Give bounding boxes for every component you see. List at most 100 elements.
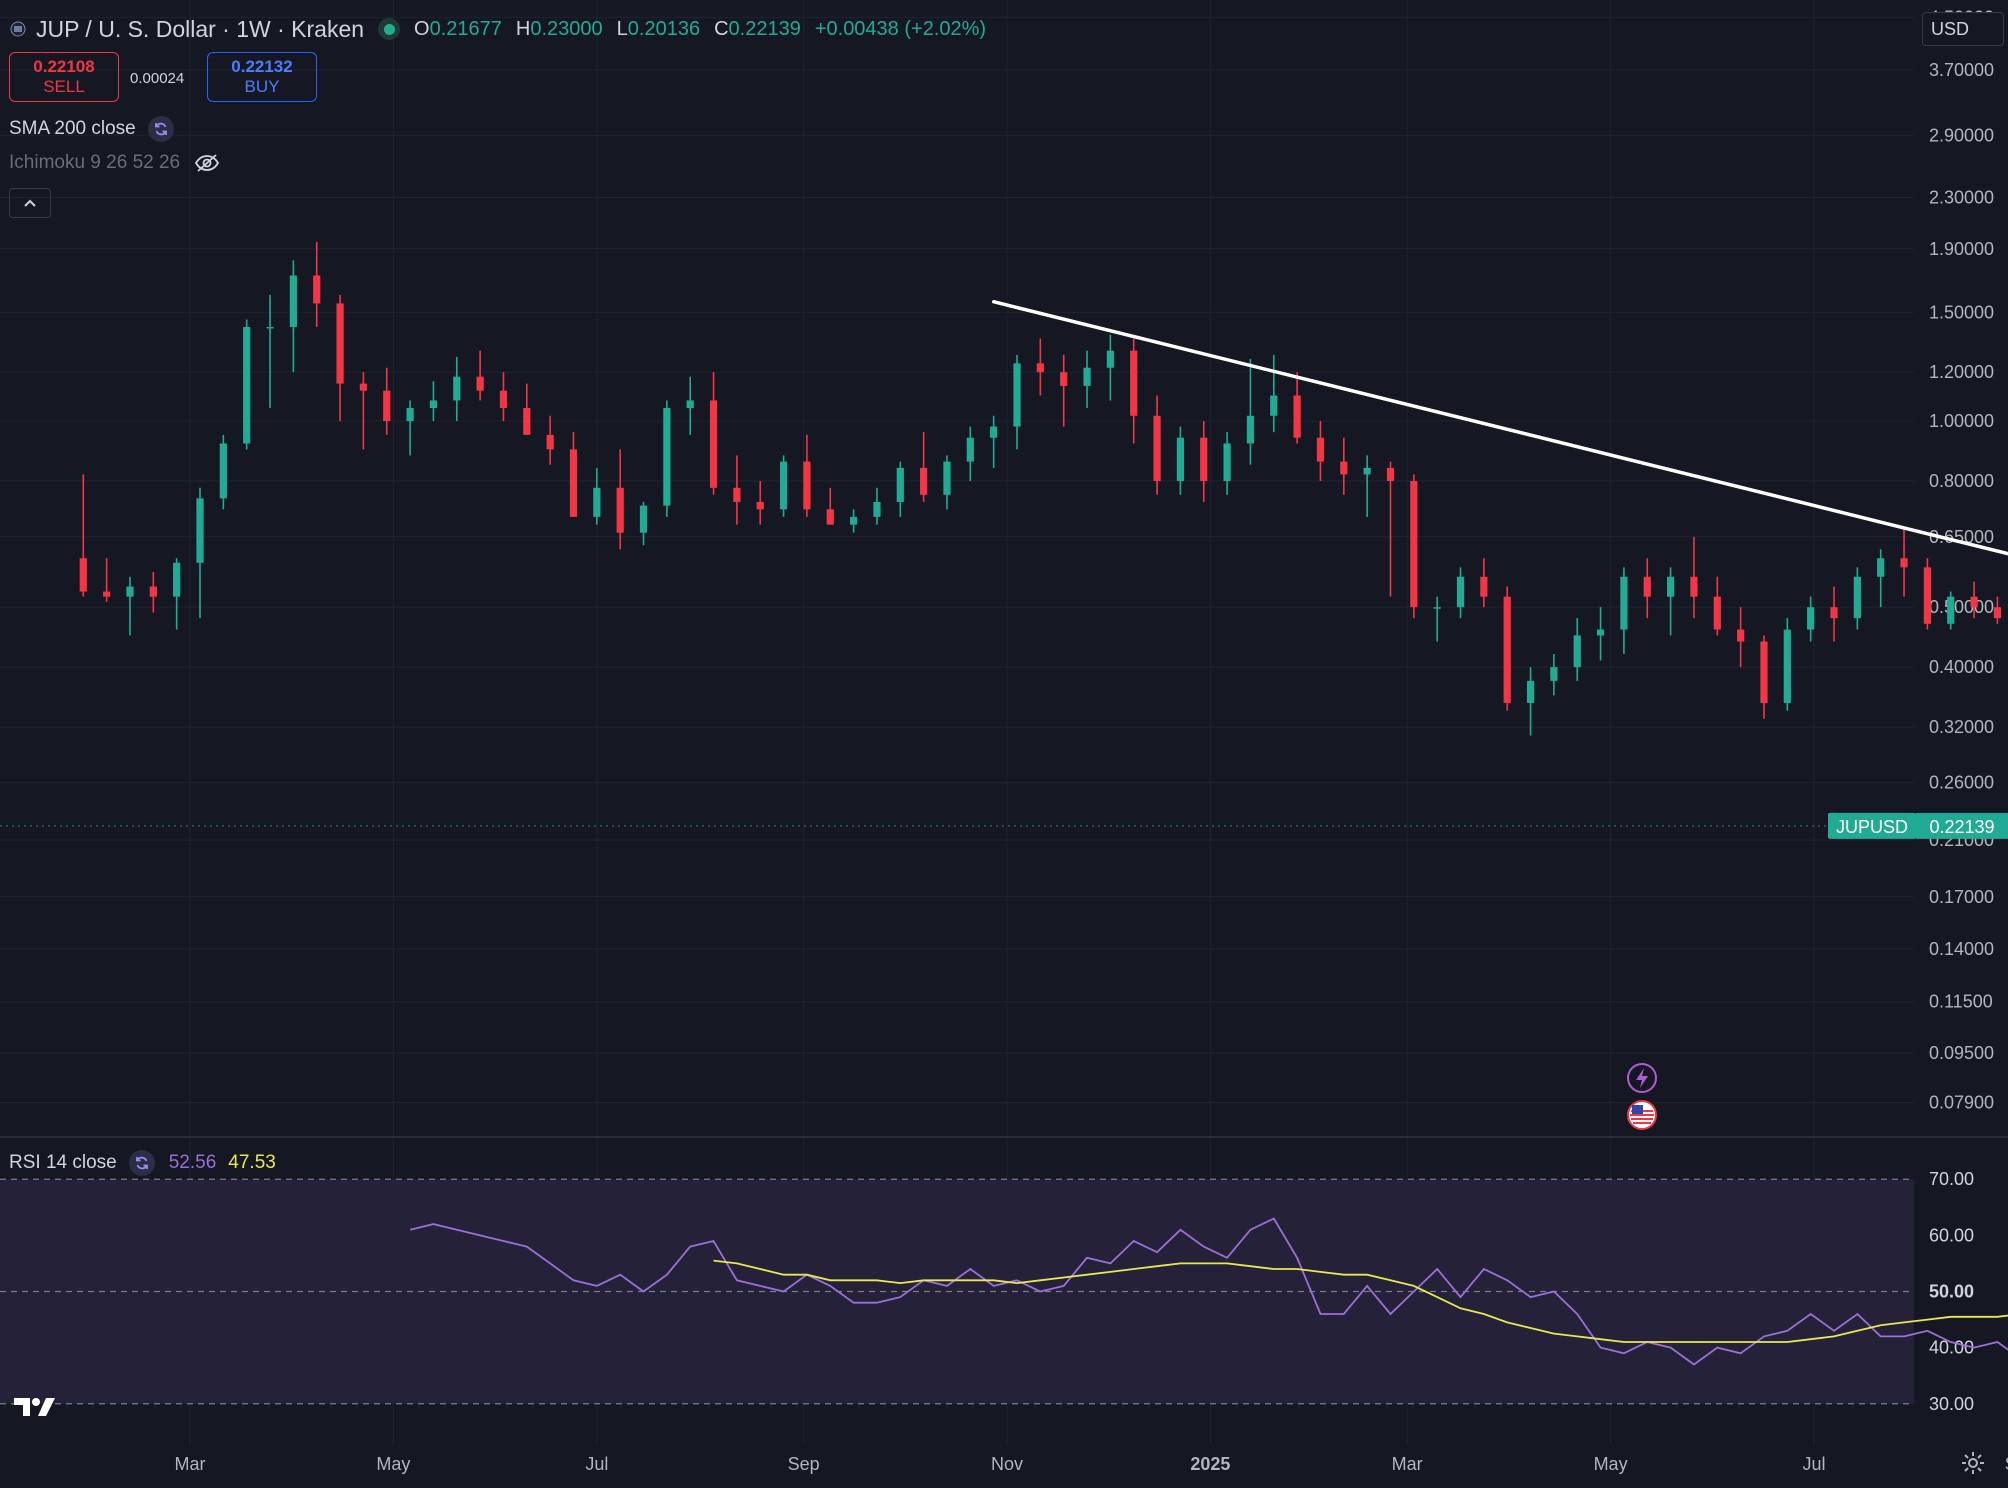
- candle-body: [826, 509, 834, 525]
- candle-body: [1176, 437, 1185, 482]
- candle-body: [733, 487, 741, 502]
- candle-body: [1923, 567, 1931, 624]
- time-tick-label: Mar: [1392, 1454, 1423, 1474]
- candle-body: [196, 498, 204, 563]
- time-tick-label: May: [1594, 1454, 1628, 1474]
- time-tick-label: Nov: [991, 1454, 1023, 1474]
- time-axis: MarMayJulSepNov2025MarMayJulSepNov2026Ma…: [175, 1454, 2008, 1474]
- buy-button[interactable]: 0.22132 BUY: [207, 52, 317, 102]
- refresh-icon[interactable]: [147, 116, 174, 142]
- candle-body: [383, 390, 391, 422]
- candle-body: [1503, 596, 1511, 703]
- candle-body: [313, 275, 321, 304]
- candle-body: [1363, 467, 1371, 475]
- collapse-legend-button[interactable]: [9, 188, 51, 218]
- spread-value: 0.00024: [130, 70, 185, 87]
- rsi-tick-label: 40.00: [1929, 1338, 1974, 1358]
- rsi-tick-label: 60.00: [1929, 1225, 1974, 1245]
- price-tick-label: 0.40000: [1929, 657, 1994, 677]
- trendline: [991, 299, 2008, 556]
- ichimoku-legend[interactable]: Ichimoku 9 26 52 26: [9, 152, 220, 174]
- candle-body: [896, 467, 904, 502]
- chart-header: JUP / U. S. Dollar · 1W · Kraken O0.2167…: [10, 14, 1000, 44]
- candle-body: [126, 586, 134, 597]
- price-tick-label: 0.80000: [1929, 471, 1994, 491]
- price-tick-label: 1.20000: [1929, 362, 1994, 382]
- price-tick-label: 1.50000: [1929, 302, 1994, 322]
- candle-body: [663, 408, 671, 506]
- sell-button[interactable]: 0.22108 SELL: [9, 52, 119, 102]
- candle-body: [1853, 576, 1861, 619]
- rsi-ma-value: 47.53: [228, 1152, 276, 1173]
- buy-label: BUY: [244, 77, 280, 96]
- sma-legend[interactable]: SMA 200 close: [9, 116, 174, 142]
- currency-button[interactable]: USD: [1922, 12, 2004, 46]
- symbol-title[interactable]: JUP / U. S. Dollar · 1W · Kraken: [36, 15, 365, 42]
- candle-body: [1456, 576, 1465, 608]
- candle-body: [1036, 363, 1044, 373]
- candle-body: [1713, 596, 1721, 630]
- candle-body: [1900, 558, 1908, 568]
- candle-body: [1993, 607, 2002, 619]
- candle-body: [616, 487, 624, 533]
- price-tag-value: 0.22139: [1929, 817, 1994, 837]
- rsi-ma-line: [713, 1259, 2008, 1343]
- sma-label: SMA 200 close: [9, 118, 136, 139]
- lightning-icon[interactable]: [1626, 1062, 1658, 1094]
- price-tick-label: 0.07900: [1929, 1093, 1994, 1113]
- eye-off-icon[interactable]: [194, 153, 220, 173]
- buy-price: 0.22132: [231, 57, 293, 76]
- gear-icon[interactable]: [1960, 1450, 1986, 1476]
- candle-body: [1877, 558, 1885, 577]
- candle-body: [779, 461, 788, 510]
- price-tick-label: 0.17000: [1929, 887, 1994, 907]
- candle-body: [1270, 395, 1278, 416]
- candle-body: [1620, 576, 1628, 630]
- candle-body: [850, 516, 858, 525]
- symbol-icon: [10, 21, 26, 37]
- candle-body: [1200, 437, 1208, 482]
- price-tick-label: 0.26000: [1929, 773, 1994, 793]
- candle-body: [289, 275, 297, 327]
- price-tick-label: 0.11500: [1929, 992, 1993, 1012]
- candle-body: [1970, 596, 1978, 608]
- candle-body: [359, 383, 368, 391]
- candle-body: [1573, 635, 1581, 668]
- candle-body: [1526, 680, 1535, 703]
- candle-body: [593, 487, 601, 517]
- candle-body: [1480, 576, 1488, 597]
- candle-body: [1060, 372, 1068, 386]
- candle-body: [1830, 607, 1838, 619]
- candle-body: [1947, 596, 1955, 624]
- low-label: L: [616, 17, 628, 40]
- candle-body: [266, 326, 274, 329]
- candle-body: [1643, 576, 1651, 597]
- price-tick-label: 0.32000: [1929, 717, 1994, 737]
- candle-body: [523, 408, 531, 435]
- candle-body: [79, 558, 87, 592]
- price-tag-value-bg: [1916, 812, 2008, 839]
- us-flag-icon[interactable]: [1626, 1099, 1658, 1131]
- price-tick-label: 0.50000: [1929, 597, 1994, 617]
- rsi-legend[interactable]: RSI 14 close 52.56 47.53: [9, 1150, 276, 1176]
- refresh-icon[interactable]: [128, 1150, 155, 1176]
- candle-body: [219, 443, 227, 499]
- candle-body: [1807, 607, 1815, 630]
- time-tick-label: Mar: [175, 1454, 206, 1474]
- sell-label: SELL: [43, 77, 85, 96]
- time-tick-label: Sep: [788, 1454, 820, 1474]
- price-tick-label: 2.30000: [1929, 188, 1994, 208]
- candle-body: [1316, 437, 1325, 462]
- price-tag-symbol: JUPUSD: [1836, 817, 1908, 837]
- rsi-lines: [409, 1217, 2008, 1366]
- close-value: 0.22139: [728, 17, 801, 40]
- price-tick-label: 0.65000: [1929, 527, 1994, 547]
- candle-body: [1737, 629, 1745, 642]
- grid-lines: [0, 0, 2008, 1445]
- candle-body: [1690, 576, 1698, 597]
- candle-body: [1550, 667, 1558, 681]
- ohlc-readout: O0.21677 H0.23000 L0.20136 C0.22139 +0.00438…: [414, 18, 1000, 41]
- sell-price: 0.22108: [33, 57, 95, 76]
- price-axis: 4.500003.700002.900002.300001.900001.500…: [1929, 7, 1994, 1413]
